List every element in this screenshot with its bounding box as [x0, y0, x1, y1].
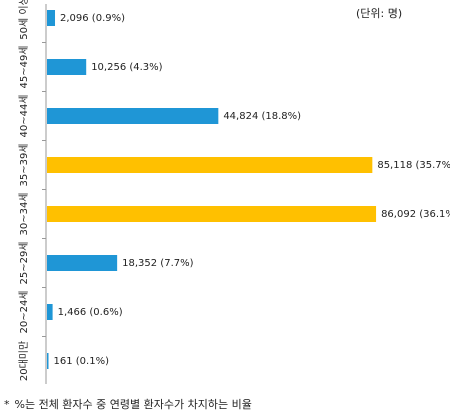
data-label: 161 (0.1%): [54, 356, 110, 367]
data-label: 86,092 (36.1%): [381, 209, 450, 220]
data-label: 1,466 (0.6%): [58, 307, 123, 318]
footnote-text: %는 전체 환자수 중 연령별 환자수가 차지하는 비율: [14, 398, 252, 411]
bar: [47, 206, 377, 222]
category-label: 45~49세: [18, 45, 30, 88]
bar: [47, 108, 219, 124]
category-label: 40~44세: [18, 94, 30, 137]
bar: [47, 59, 87, 75]
data-label: 18,352 (7.7%): [122, 258, 193, 269]
unit-note: (단위: 명): [356, 7, 403, 20]
data-label: 10,256 (4.3%): [91, 62, 162, 73]
bar: [47, 353, 49, 369]
bar: [47, 157, 373, 173]
category-label: 30~34세: [18, 192, 30, 235]
footnote: * %는 전체 환자수 중 연령별 환자수가 차지하는 비율: [4, 396, 252, 412]
category-label: 20대미만: [18, 341, 30, 381]
bar: [47, 255, 118, 271]
footnote-mark: *: [4, 398, 10, 411]
bar: [47, 10, 56, 26]
data-label: 85,118 (35.7%): [377, 160, 450, 171]
bar: [47, 304, 53, 320]
data-label: 2,096 (0.9%): [60, 13, 125, 24]
data-label: 44,824 (18.8%): [223, 111, 301, 122]
category-label: 35~39세: [18, 143, 30, 186]
category-label: 25~29세: [18, 241, 30, 284]
category-label: 50세 이상: [18, 0, 30, 40]
category-label: 20~24세: [18, 290, 30, 333]
